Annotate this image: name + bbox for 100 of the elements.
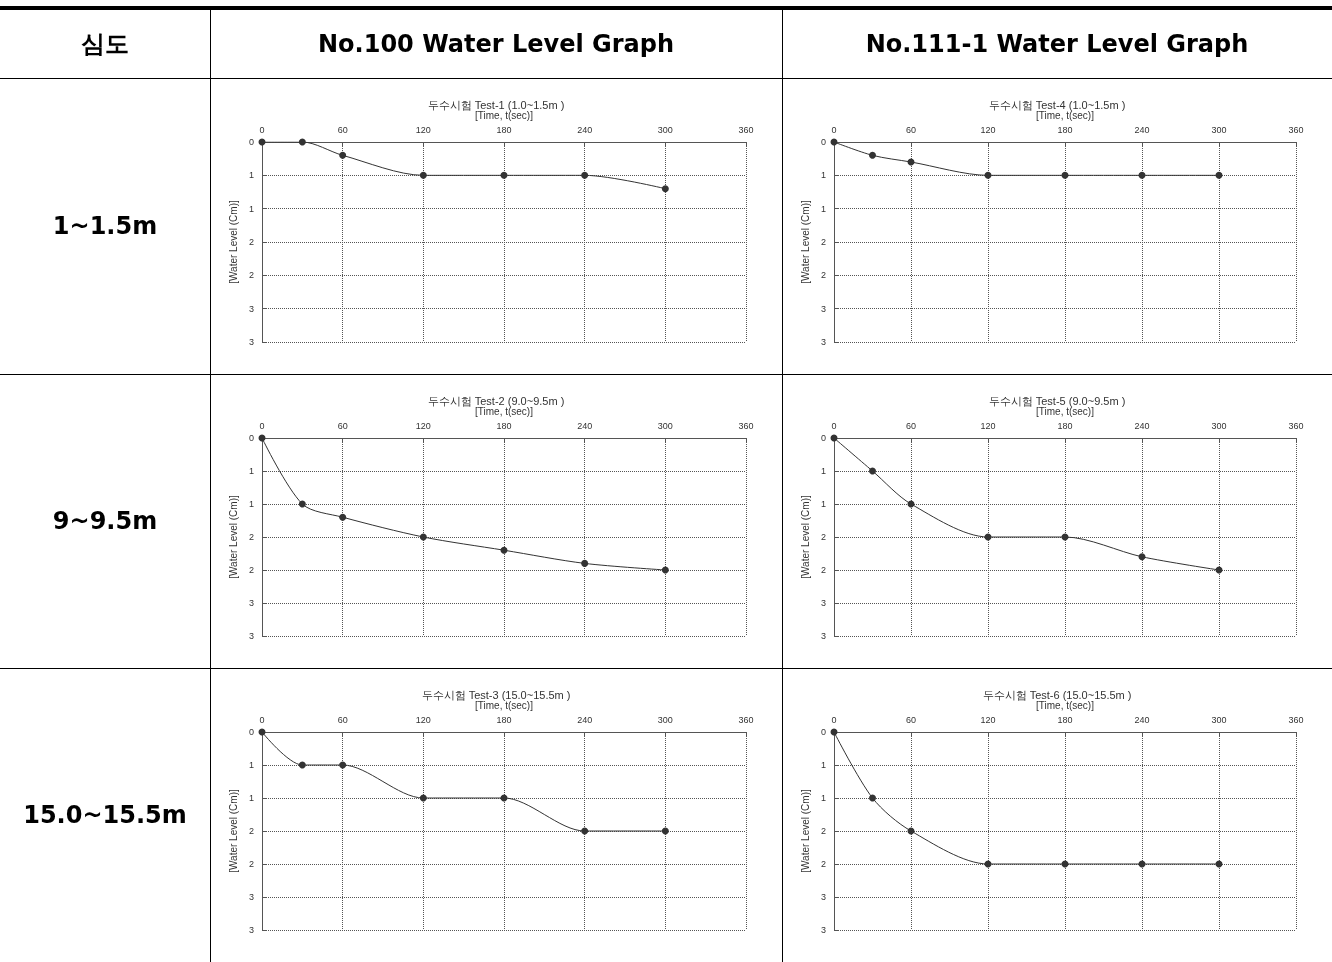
y-tick-label: 3	[820, 631, 826, 641]
x-tick-label: 240	[1134, 124, 1150, 135]
chart-title: 두수시험 Test-5 (9.0~9.5m )	[988, 394, 1126, 407]
y-tick-label: 0	[248, 727, 254, 737]
y-axis-title: [Water Level (Cm)]	[227, 495, 239, 579]
x-tick-label: 60	[905, 420, 917, 431]
y-tick-label: 3	[820, 598, 826, 608]
y-tick-label: 2	[820, 826, 826, 836]
x-tick-label: 60	[905, 714, 917, 725]
x-axis-title: [Time, t(sec)]	[475, 405, 534, 417]
point	[500, 546, 508, 554]
y-tick-label: 2	[248, 565, 254, 575]
text: No.111-1 Water Level Graph	[864, 29, 1250, 60]
x-tick-label: 300	[1211, 124, 1227, 135]
x-tick-label: 300	[657, 714, 673, 725]
x-tick-label: 60	[337, 124, 348, 135]
point	[661, 827, 669, 835]
y-tick-label: 0	[248, 137, 254, 147]
point	[581, 827, 589, 835]
x-tick-label: 60	[337, 714, 348, 725]
y-tick-label: 1	[820, 793, 826, 803]
y-axis-title: [Water Level (Cm)]	[799, 200, 811, 284]
x-tick-label: 120	[415, 420, 431, 431]
chart-title: 두수시험 Test-4 (1.0~1.5m )	[988, 98, 1126, 111]
x-tick-label: 120	[980, 124, 996, 135]
point	[298, 500, 306, 508]
x-tick-label: 120	[980, 420, 996, 431]
point	[661, 566, 669, 574]
x-tick-label: 120	[980, 714, 996, 725]
x-tick-label: 300	[657, 124, 673, 135]
point	[1215, 171, 1223, 179]
point	[1138, 171, 1146, 179]
y-tick-label: 3	[248, 892, 254, 902]
y-tick-label: 3	[820, 303, 826, 314]
x-tick-label: 360	[738, 124, 754, 135]
y-tick-label: 2	[820, 270, 826, 281]
point	[298, 138, 306, 146]
chart-title: 두수시험 Test-6 (15.0~15.5m )	[982, 688, 1132, 701]
y-tick-label: 1	[820, 499, 826, 509]
x-tick-label: 120	[415, 124, 431, 135]
x-tick-label: 120	[415, 714, 431, 725]
y-axis-title: [Water Level (Cm)]	[799, 789, 811, 873]
point	[419, 794, 427, 802]
y-tick-label: 3	[248, 337, 254, 347]
x-tick-label: 0	[259, 420, 265, 431]
y-tick-label: 1	[248, 170, 254, 181]
y-tick-label: 1	[820, 466, 826, 476]
x-tick-label: 180	[496, 714, 512, 725]
y-axis-title: [Water Level (Cm)]	[799, 495, 811, 579]
y-tick-label: 2	[820, 565, 826, 575]
text: 15.0~15.5m	[22, 800, 188, 831]
x-tick-label: 0	[259, 714, 265, 725]
y-tick-label: 1	[820, 203, 826, 214]
x-axis-title: [Time, t(sec)]	[1036, 405, 1095, 417]
x-tick-label: 240	[577, 420, 593, 431]
point	[581, 171, 589, 179]
y-tick-label: 3	[820, 337, 826, 347]
y-tick-label: 0	[820, 137, 826, 147]
point	[984, 171, 992, 179]
point	[339, 513, 347, 521]
y-tick-label: 1	[248, 203, 254, 214]
y-tick-label: 3	[820, 925, 826, 935]
x-tick-label: 240	[577, 714, 593, 725]
point	[298, 761, 306, 769]
text: 1~1.5m	[51, 211, 159, 242]
y-tick-label: 2	[248, 826, 254, 836]
y-tick-label: 2	[248, 237, 254, 247]
x-tick-label: 360	[1288, 124, 1304, 135]
x-tick-label: 180	[496, 124, 512, 135]
point	[339, 151, 347, 159]
y-tick-label: 1	[248, 760, 254, 770]
x-tick-label: 240	[1134, 714, 1150, 725]
point	[869, 467, 876, 475]
point	[581, 559, 589, 567]
x-tick-label: 180	[1057, 714, 1073, 725]
x-tick-label: 0	[259, 124, 265, 135]
x-tick-label: 240	[1134, 420, 1150, 431]
text: 심도	[80, 29, 130, 60]
y-tick-label: 3	[248, 925, 254, 935]
x-tick-label: 360	[738, 714, 754, 725]
point	[419, 171, 427, 179]
x-axis-title: [Time, t(sec)]	[475, 109, 534, 121]
chart-title: 두수시험 Test-2 (9.0~9.5m )	[427, 394, 565, 407]
y-tick-label: 1	[820, 760, 826, 770]
x-tick-label: 360	[1288, 714, 1304, 725]
y-tick-label: 2	[820, 859, 826, 869]
y-tick-label: 3	[820, 892, 826, 902]
x-tick-label: 60	[905, 124, 917, 135]
x-tick-label: 300	[657, 420, 673, 431]
x-tick-label: 0	[831, 420, 837, 431]
x-axis-title: [Time, t(sec)]	[1036, 699, 1095, 711]
y-tick-label: 3	[248, 631, 254, 641]
y-tick-label: 0	[820, 727, 826, 737]
x-tick-label: 360	[738, 420, 754, 431]
y-axis-title: [Water Level (Cm)]	[227, 789, 239, 873]
x-tick-label: 180	[1057, 124, 1073, 135]
x-tick-label: 300	[1211, 714, 1227, 725]
chart-title: 두수시험 Test-1 (1.0~1.5m )	[427, 98, 565, 111]
point	[661, 185, 669, 193]
y-tick-label: 1	[248, 499, 254, 509]
